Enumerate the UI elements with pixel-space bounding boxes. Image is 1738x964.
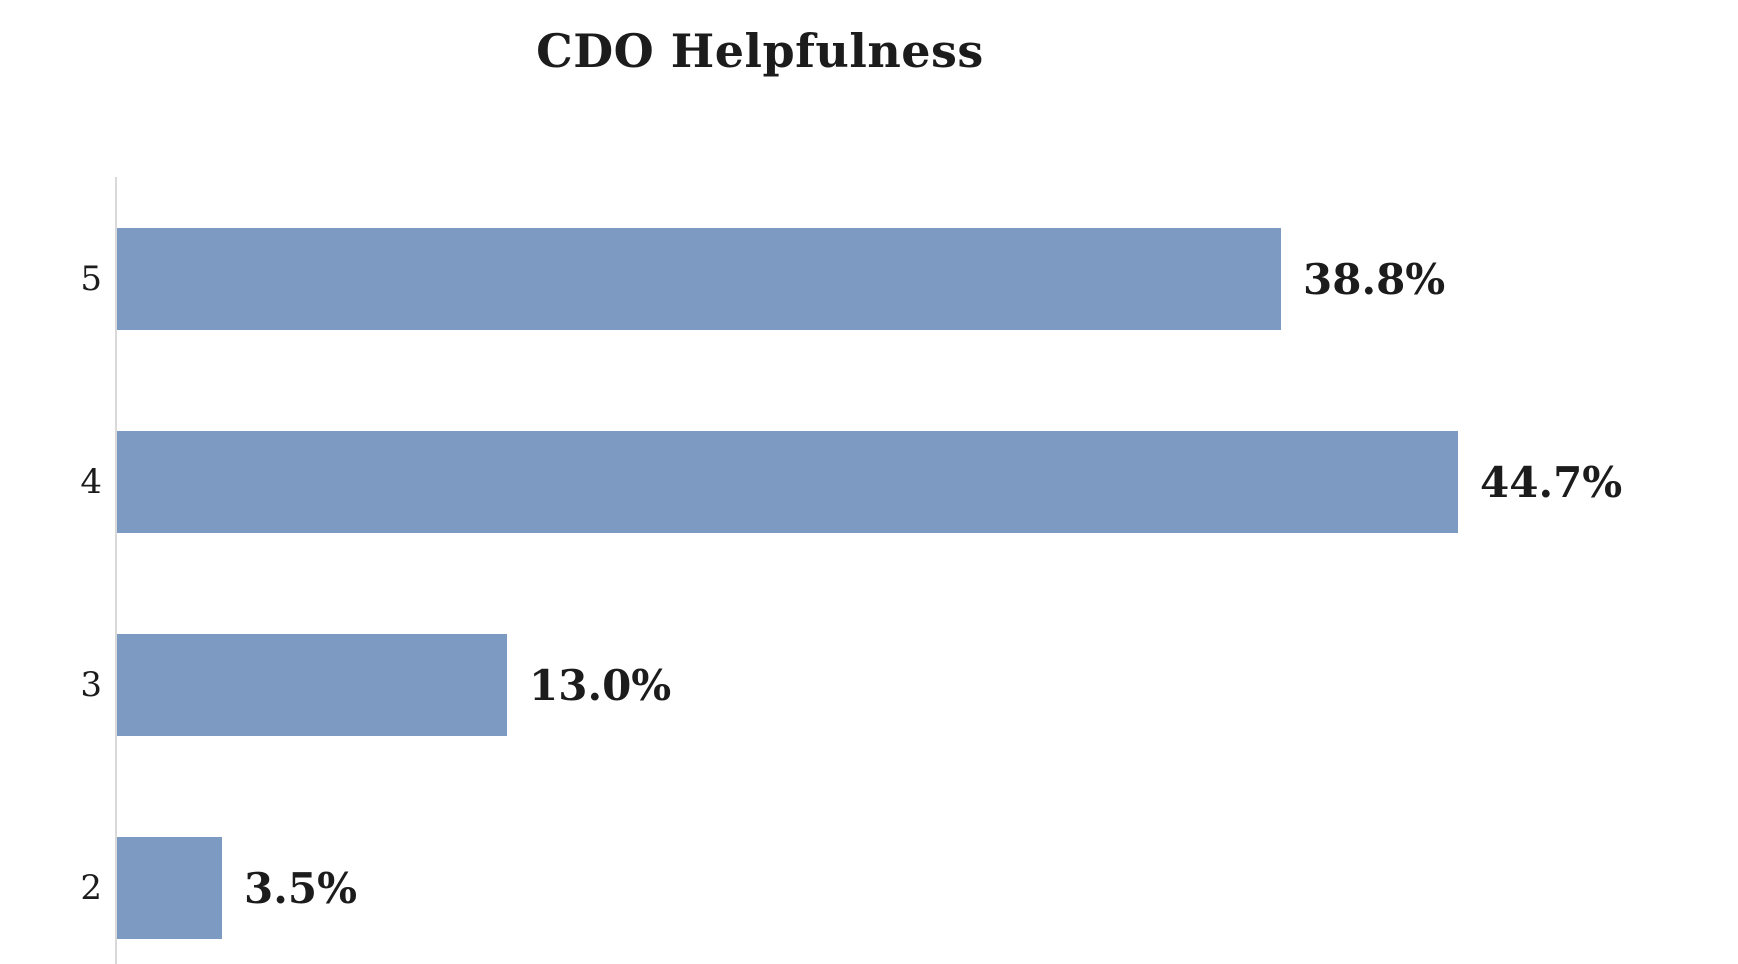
bar-category-4 — [117, 431, 1458, 533]
bar-row-2: 2 3.5% — [0, 837, 1738, 939]
bar-category-5 — [117, 228, 1281, 330]
value-label: 38.8% — [1303, 255, 1446, 304]
chart-title: CDO Helpfulness — [536, 24, 984, 78]
value-label: 3.5% — [244, 864, 357, 913]
bar-category-2 — [117, 837, 222, 939]
category-label: 3 — [80, 665, 102, 705]
bar-category-3 — [117, 634, 507, 736]
bar-row-5: 5 38.8% — [0, 228, 1738, 330]
y-axis-line — [115, 177, 117, 964]
bar-row-4: 4 44.7% — [0, 431, 1738, 533]
category-label: 4 — [80, 462, 102, 502]
bar-row-3: 3 13.0% — [0, 634, 1738, 736]
value-label: 13.0% — [529, 661, 672, 710]
value-label: 44.7% — [1480, 458, 1623, 507]
category-label: 5 — [80, 259, 102, 299]
category-label: 2 — [80, 868, 102, 908]
